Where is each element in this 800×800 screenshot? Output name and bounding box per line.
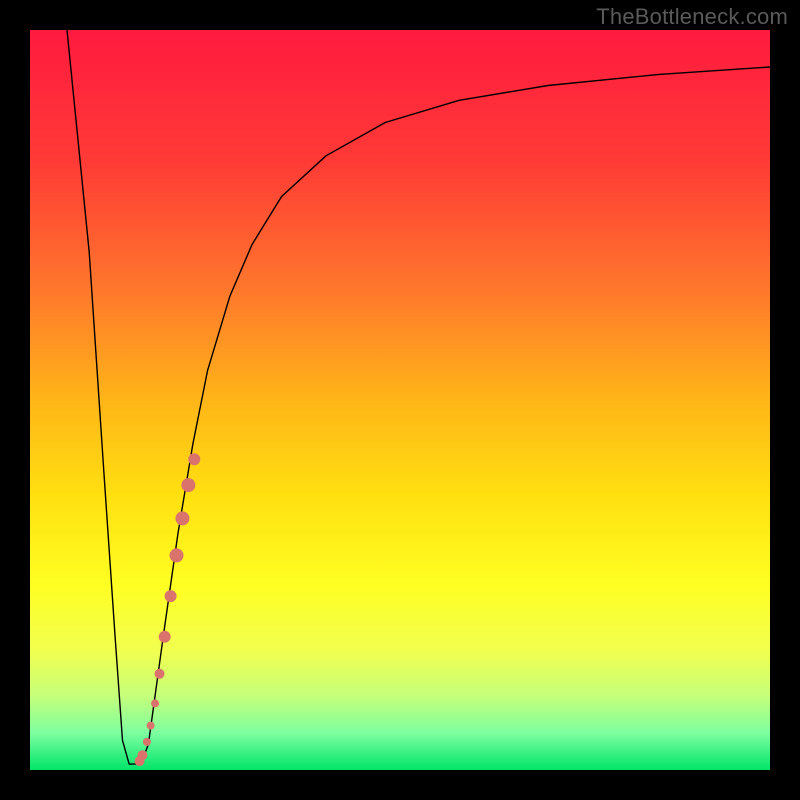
- scatter-point: [188, 453, 200, 465]
- scatter-point: [137, 750, 147, 760]
- scatter-point: [155, 669, 165, 679]
- scatter-point: [159, 631, 171, 643]
- scatter-point: [151, 699, 159, 707]
- scatter-point: [143, 738, 151, 746]
- chart-frame: TheBottleneck.com: [0, 0, 800, 800]
- bottleneck-chart: [0, 0, 800, 800]
- scatter-point: [147, 722, 155, 730]
- scatter-point: [165, 590, 177, 602]
- scatter-point: [175, 511, 189, 525]
- plot-background: [30, 30, 770, 770]
- scatter-point: [170, 548, 184, 562]
- watermark-text: TheBottleneck.com: [596, 4, 788, 30]
- scatter-point: [181, 478, 195, 492]
